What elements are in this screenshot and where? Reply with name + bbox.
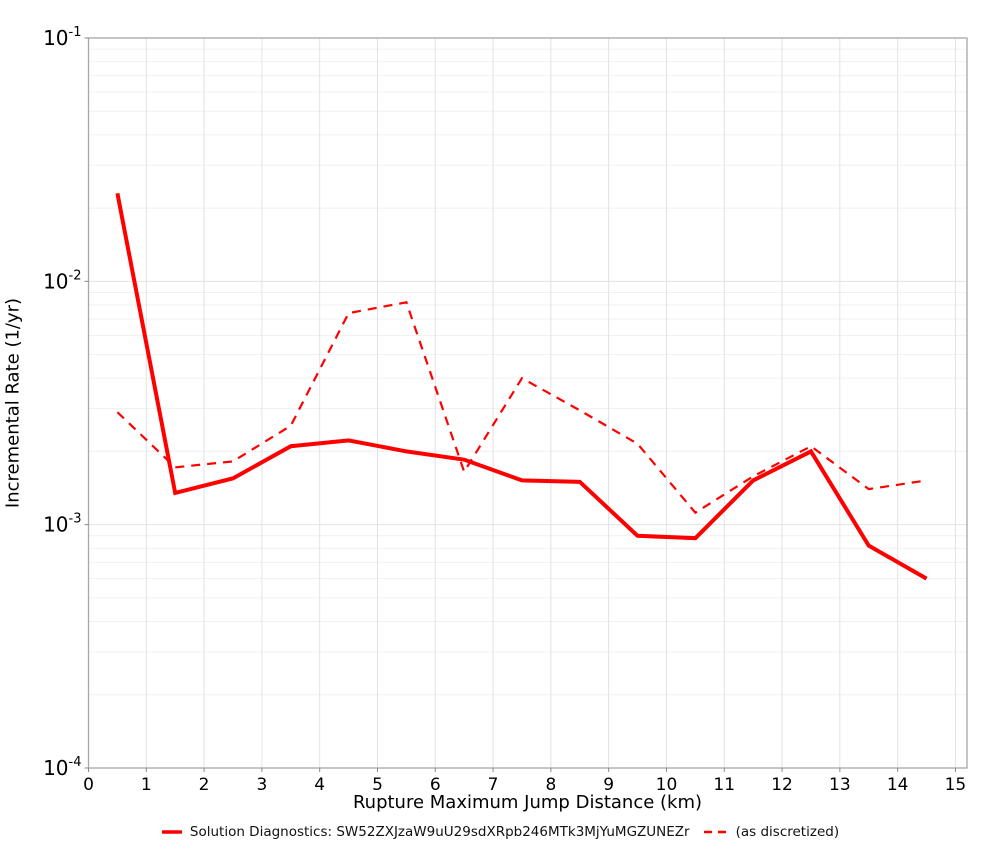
x-tick-label-9: 9 — [603, 775, 614, 795]
series-line-dashed — [116, 301, 927, 515]
x-tick-label-14: 14 — [887, 775, 909, 795]
y-axis-title: Incremental Rate (1/yr) — [2, 297, 24, 509]
x-tick-label-15: 15 — [945, 775, 967, 795]
legend-solid-line-sample — [161, 830, 182, 834]
legend-label-as-discretized: (as discretized) — [735, 824, 840, 840]
x-tick-label-13: 13 — [829, 775, 851, 795]
x-tick-label-8: 8 — [545, 775, 556, 795]
x-tick-label-4: 4 — [314, 775, 325, 795]
axis-ticks — [84, 37, 956, 772]
x-tick-label-7: 7 — [488, 775, 499, 795]
y-tick-label-1e-3: 10-3 — [43, 512, 81, 537]
y-tick-label-1e-1: 10-1 — [43, 25, 81, 50]
x-tick-label-5: 5 — [372, 775, 383, 795]
x-tick-label-1: 1 — [141, 775, 152, 795]
x-tick-label-10: 10 — [656, 775, 678, 795]
legend-dashed-line-sample — [703, 830, 728, 834]
x-tick-labels: 0 1 2 3 4 5 6 7 8 9 10 11 12 13 14 15 — [83, 775, 966, 795]
chart-legend: Solution Diagnostics: SW52ZXJzaW9uU29sdX… — [0, 824, 1000, 840]
x-tick-label-6: 6 — [430, 775, 441, 795]
y-tick-label-1e-2: 10-2 — [43, 268, 81, 293]
series-line-solid — [115, 192, 928, 581]
x-tick-label-0: 0 — [83, 775, 94, 795]
y-tick-label-1e-4: 10-4 — [43, 755, 81, 780]
major-gridlines — [88, 37, 967, 769]
x-tick-label-2: 2 — [199, 775, 210, 795]
y-tick-labels: 10-1 10-2 10-3 10-4 — [43, 25, 81, 780]
x-tick-label-3: 3 — [256, 775, 267, 795]
legend-label-solution-diagnostics: Solution Diagnostics: SW52ZXJzaW9uU29sdX… — [189, 824, 690, 840]
minor-gridlines — [88, 48, 967, 696]
x-axis-title: Rupture Maximum Jump Distance (km) — [352, 792, 703, 813]
plot-border — [87, 37, 968, 769]
x-tick-label-11: 11 — [713, 775, 735, 795]
x-tick-label-12: 12 — [771, 775, 793, 795]
